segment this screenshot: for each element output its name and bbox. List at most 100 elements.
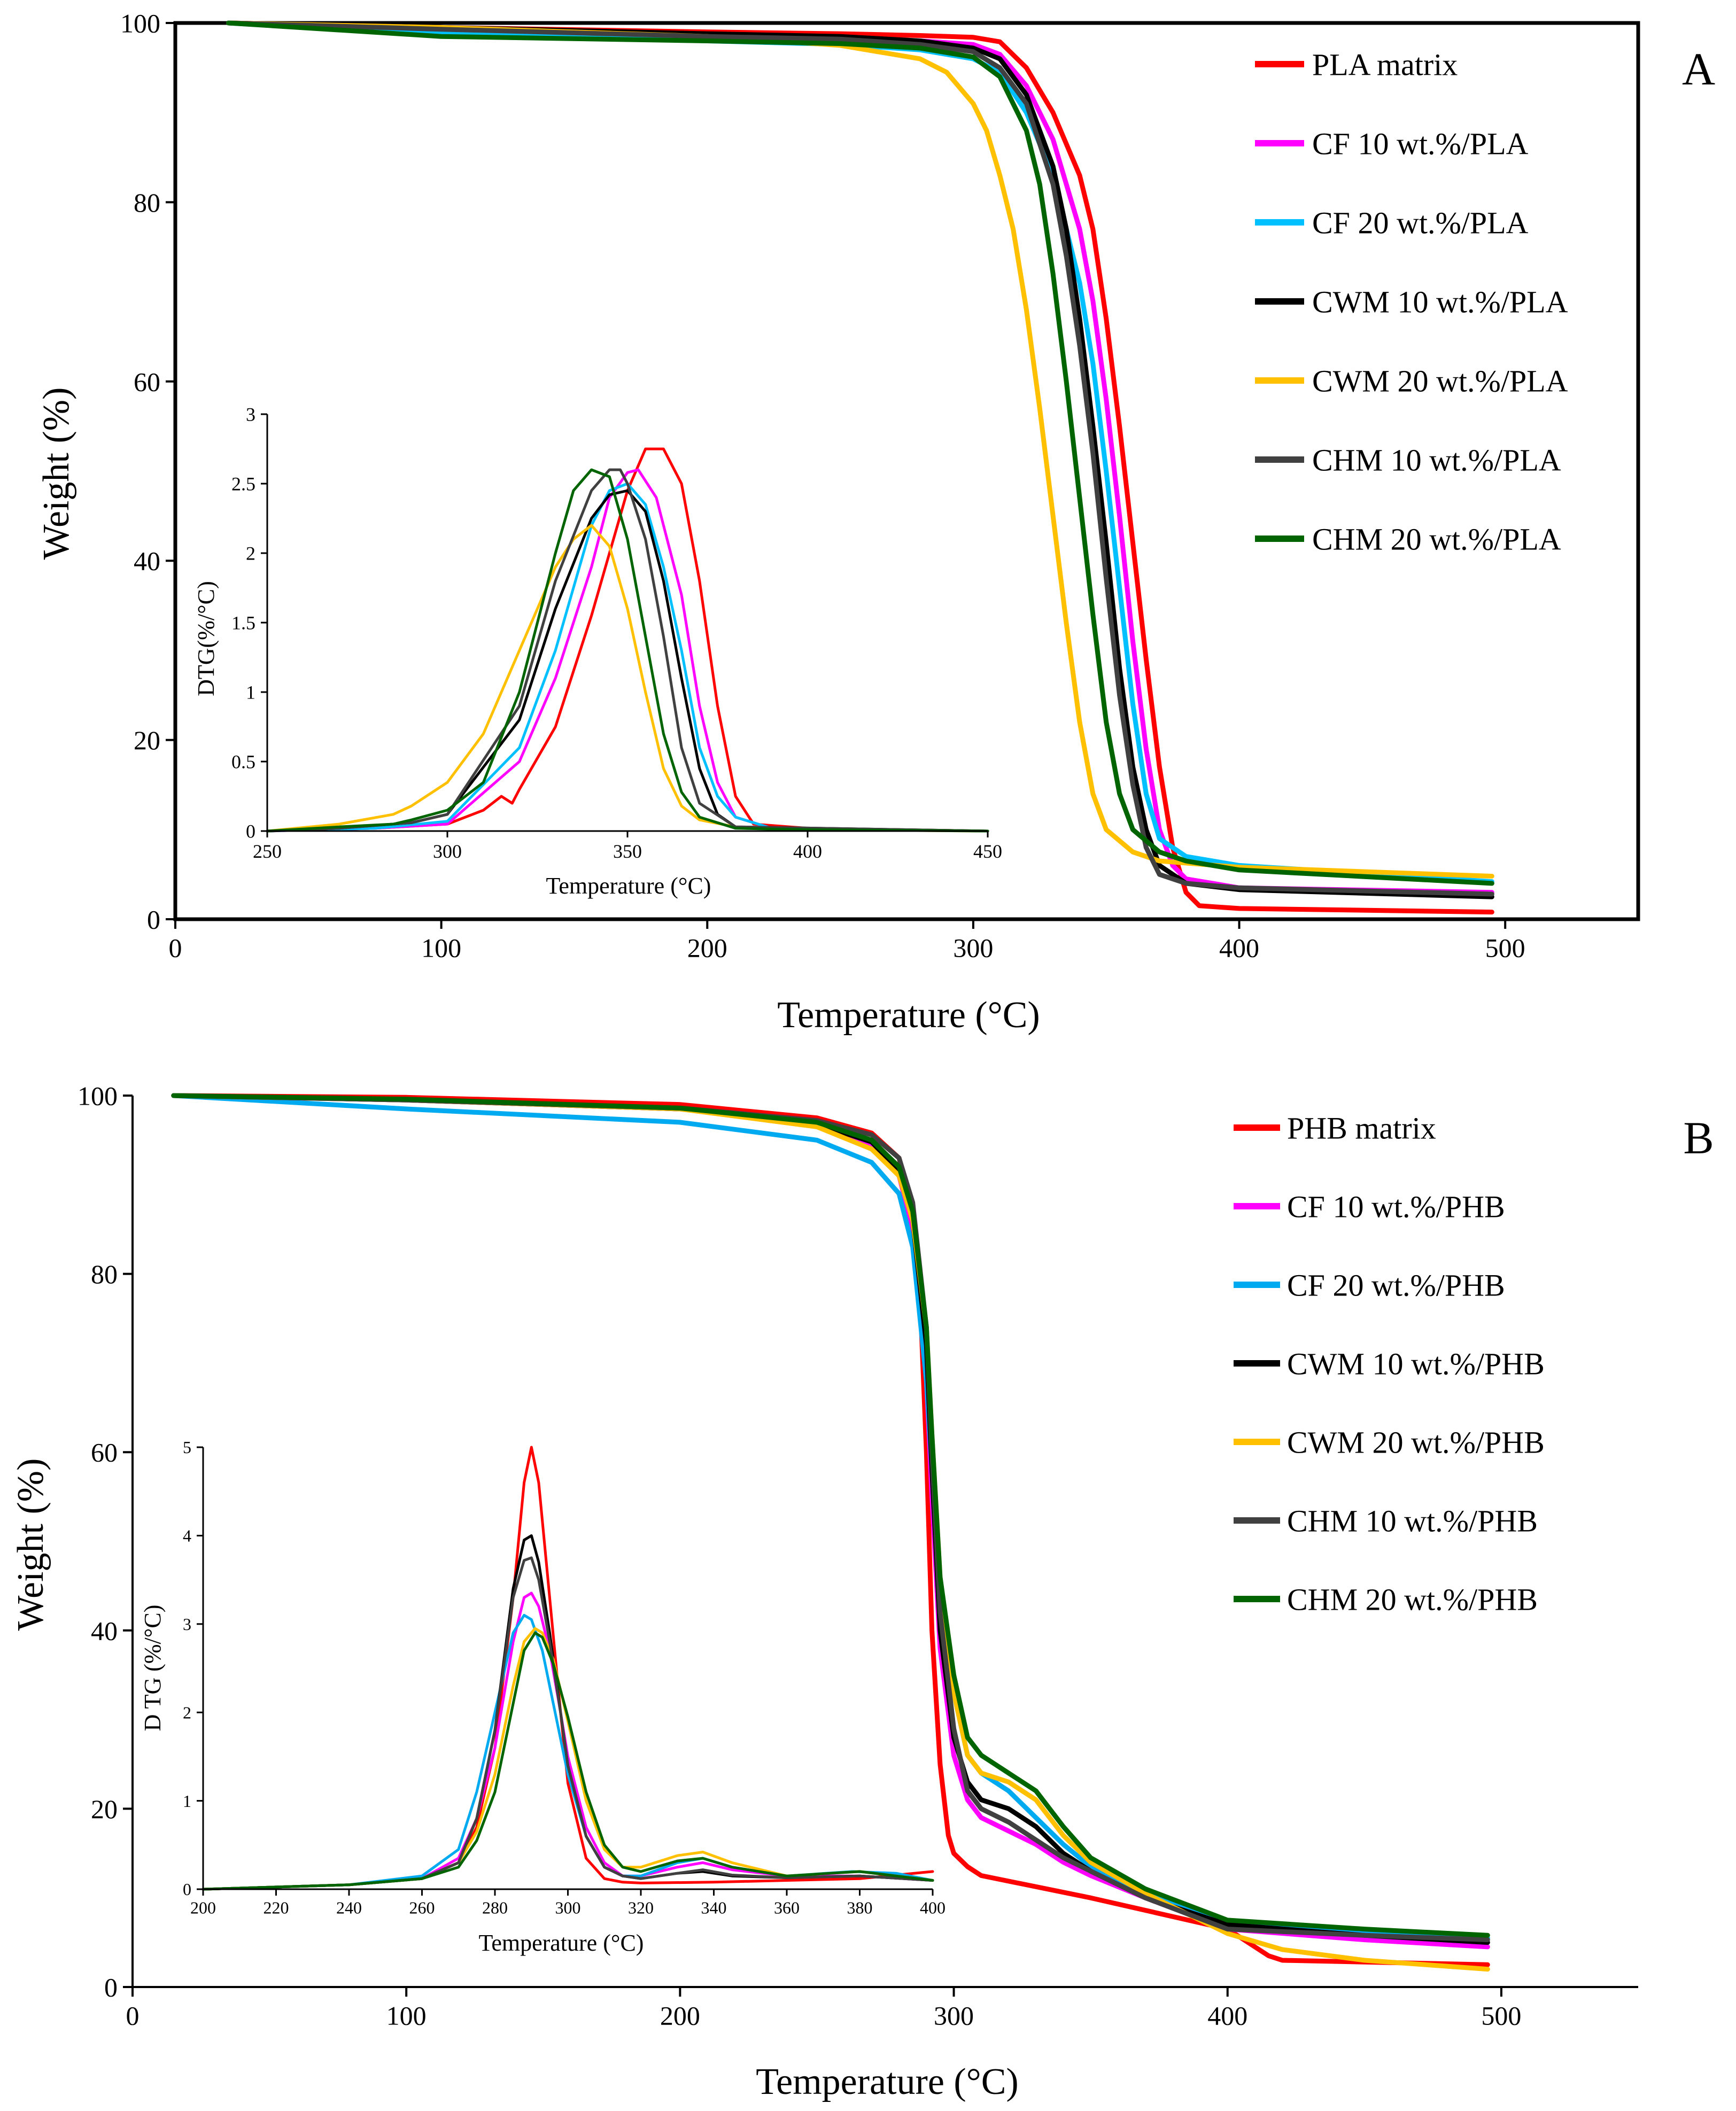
panel-b-inset-x-tick-label: 400 [920, 1898, 945, 1918]
panel-b-legend-label-1: PHB matrix [1287, 1111, 1436, 1145]
panel-b-y-tick-label: 20 [91, 1794, 118, 1824]
panel-b-inset-x-tick-label: 260 [409, 1898, 435, 1918]
panel-a-inset-curves [266, 447, 989, 833]
panel-b-inset-x-tick-label: 200 [190, 1898, 216, 1918]
panel-a-inset-series-line-2 [266, 468, 989, 833]
panel-a-x-tick-label: 400 [1219, 933, 1259, 963]
panel-a-y-tick-label: 60 [134, 367, 160, 397]
panel-a-inset-x-tick-label: 250 [253, 841, 282, 862]
panel-a-y-tick-label: 0 [147, 905, 160, 935]
panel-a-legend-label-2: CF 10 wt.%/PLA [1312, 126, 1529, 161]
panel-a-inset-axes: 250 300 350 400 450 0 0.5 1 1.5 2 2.5 3 [231, 404, 1002, 862]
panel-a-legend: PLA matrix CF 10 wt.%/PLA CF 20 wt.%/PLA CW… [1255, 47, 1568, 556]
panel-b-legend-label-6: CHM 10 wt.%/PHB [1287, 1503, 1538, 1538]
panel-b-x-tick-label: 200 [660, 2001, 700, 2031]
panel-a-x-tick-label: 100 [421, 933, 461, 963]
panel-b-x-tick-label: 100 [386, 2001, 427, 2031]
panel-b-inset-x-tick-label: 360 [774, 1898, 800, 1918]
panel-b-y-tick-label: 100 [78, 1081, 118, 1111]
panel-a-y-tick-label: 40 [134, 546, 160, 576]
panel-a-inset-series-line-5 [266, 524, 989, 833]
panel-b-x-tick-label: 300 [934, 2001, 974, 2031]
panel-b-inset-x-tick-label: 380 [847, 1898, 873, 1918]
panel-a-inset-x-tick-label: 400 [793, 841, 822, 862]
panel-a-inset-y-axis-label: DTG(%/°C) [193, 581, 219, 696]
panel-a-y-axis-label: Weight (%) [36, 387, 77, 560]
panel-b-inset-y-axis-label: D TG (%/°C) [140, 1605, 166, 1732]
panel-a-series-line-7 [226, 20, 1494, 886]
panel-b-y-tick-label: 40 [91, 1616, 118, 1646]
panel-a-x-tick-label: 200 [687, 933, 727, 963]
panel-a-x-tick-label: 300 [953, 933, 993, 963]
panel-a-inset: 250 300 350 400 450 0 0.5 1 1.5 2 2.5 3 Temperature… [193, 404, 1002, 899]
panel-b-legend-label-2: CF 10 wt.%/PHB [1287, 1189, 1505, 1224]
panel-b-inset-curves [201, 1446, 934, 1891]
panel-a-y-tick-label: 80 [134, 188, 160, 218]
panel-a-legend-label-7: CHM 20 wt.%/PLA [1312, 522, 1561, 556]
panel-a-series-line-3 [226, 20, 1494, 884]
panel-b-legend-label-7: CHM 20 wt.%/PHB [1287, 1582, 1538, 1617]
panel-a-inset-y-tick-label: 0 [246, 821, 255, 842]
panel-b-inset-axes: 200 220 240 260 280 300 320 340 360 380 400 0 1 2 3 4 5 [183, 1438, 945, 1917]
panel-b-inset-y-tick-label: 2 [183, 1703, 191, 1722]
panel-a-legend-label-1: PLA matrix [1312, 47, 1458, 82]
panel-b-x-axis-label: Temperature (°C) [756, 2061, 1018, 2102]
panel-a-inset-x-tick-label: 300 [433, 841, 462, 862]
panel-b-inset-x-axis-label: Temperature (°C) [479, 1930, 644, 1956]
panel-a-x-axis-label: Temperature (°C) [777, 995, 1040, 1036]
panel-a-series-line-6 [226, 20, 1494, 897]
panel-a-inset-series-line-1 [266, 447, 989, 833]
panel-a-inset-y-tick-label: 2.5 [231, 474, 255, 495]
panel-b-y-tick-label: 60 [91, 1438, 118, 1468]
panel-b-inset-series-line-6 [201, 1556, 934, 1891]
panel-a-legend-label-5: CWM 20 wt.%/PLA [1312, 363, 1568, 398]
panel-b: 0 100 200 300 400 500 0 20 40 60 80 100 PHB matrix C… [10, 1081, 1714, 2103]
panel-a-series-line-1 [226, 20, 1494, 915]
panel-b-legend-label-3: CF 20 wt.%/PHB [1287, 1268, 1505, 1302]
panel-b-y-tick-label: 80 [91, 1259, 118, 1289]
panel-b-x-tick-label: 400 [1207, 2001, 1247, 2031]
panel-a-inset-y-tick-label: 1 [246, 682, 255, 703]
panel-b-inset-x-tick-label: 240 [336, 1898, 362, 1918]
panel-b-x-tick-label: 0 [126, 2001, 140, 2031]
panel-a-y-tick-label: 100 [120, 9, 160, 38]
panel-a-inset-y-tick-label: 2 [246, 543, 255, 564]
panel-b-series-line-6 [171, 1093, 1490, 1943]
panel-a-inset-x-axis-label: Temperature (°C) [546, 873, 711, 899]
panel-a-inset-y-tick-label: 1.5 [231, 612, 255, 634]
panel-b-inset-y-tick-label: 3 [183, 1615, 191, 1634]
panel-b-curves [171, 1093, 1490, 1972]
panel-b-inset-x-tick-label: 280 [482, 1898, 508, 1918]
panel-a-inset-series-line-7 [266, 468, 989, 833]
panel-b-inset-series-line-2 [201, 1592, 934, 1891]
panel-a-y-tick-label: 20 [134, 725, 160, 755]
panel-b-legend-label-5: CWM 20 wt.%/PHB [1287, 1425, 1545, 1460]
panel-b-legend-label-4: CWM 10 wt.%/PHB [1287, 1346, 1545, 1381]
panel-a-x-tick-label: 500 [1485, 933, 1525, 963]
panel-a-x-tick-label: 0 [169, 933, 182, 963]
panel-a-inset-series-line-3 [266, 482, 989, 833]
panel-a-label: A [1682, 43, 1715, 95]
panel-b-axes: 0 100 200 300 400 500 0 20 40 60 80 100 [78, 1081, 1638, 2031]
panel-b-y-axis-label: Weight (%) [10, 1458, 51, 1631]
panel-a-series-line-5 [226, 20, 1494, 879]
panel-a-inset-x-tick-label: 450 [973, 841, 1002, 862]
panel-b-inset-series-line-7 [201, 1631, 934, 1891]
panel-b-inset-x-tick-label: 320 [628, 1898, 654, 1918]
panel-b-x-tick-label: 500 [1481, 2001, 1521, 2031]
panel-a-legend-label-4: CWM 10 wt.%/PLA [1312, 284, 1568, 319]
panel-b-inset: 200 220 240 260 280 300 320 340 360 380 400012345 … [140, 1438, 945, 1956]
panel-b-inset-series-line-1 [201, 1446, 934, 1891]
panel-b-inset-x-tick-label: 300 [555, 1898, 581, 1918]
panel-b-y-tick-label: 0 [104, 1973, 118, 2003]
panel-a-legend-label-6: CHM 10 wt.%/PLA [1312, 443, 1561, 477]
panel-a-inset-y-tick-label: 3 [246, 404, 255, 425]
panel-b-inset-x-tick-label: 220 [264, 1898, 289, 1918]
panel-a-curves [226, 20, 1494, 915]
panel-b-inset-y-tick-label: 4 [183, 1526, 191, 1546]
panel-b-legend: PHB matrix CF 10 wt.%/PHB CF 20 wt.%/PHB CW… [1234, 1111, 1545, 1617]
panel-a-legend-label-3: CF 20 wt.%/PLA [1312, 205, 1529, 240]
